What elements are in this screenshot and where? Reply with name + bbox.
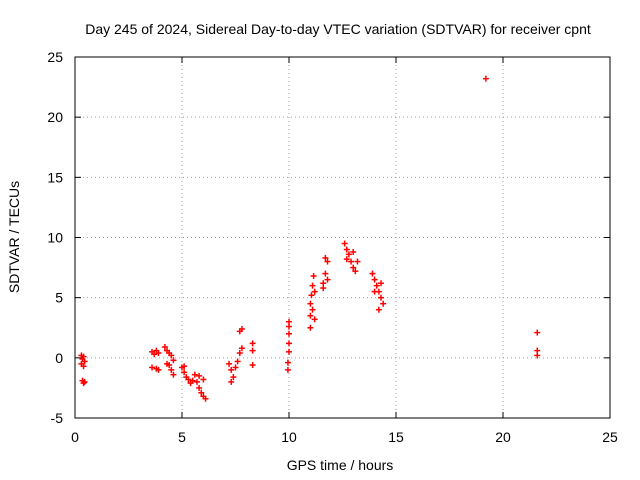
data-point	[226, 360, 233, 367]
data-point	[343, 256, 350, 263]
data-point	[286, 340, 292, 347]
data-point	[198, 389, 205, 396]
data-point	[228, 366, 235, 373]
data-point	[320, 285, 327, 292]
data-point	[348, 258, 355, 265]
data-point	[185, 376, 192, 383]
data-point	[322, 254, 329, 261]
data-point	[80, 363, 87, 370]
data-point	[238, 345, 245, 352]
data-point	[324, 258, 331, 265]
data-point	[375, 306, 382, 313]
x-tick-label: 0	[71, 429, 79, 445]
data-point	[164, 360, 171, 367]
data-point	[81, 358, 88, 365]
data-point	[200, 376, 207, 383]
data-point	[191, 371, 198, 378]
data-point	[155, 366, 162, 373]
data-point	[202, 395, 209, 402]
data-point	[228, 378, 235, 385]
data-point	[286, 323, 292, 330]
data-point	[284, 359, 291, 366]
data-point	[80, 380, 87, 387]
y-tick-label: 0	[55, 350, 63, 366]
data-point	[168, 352, 175, 359]
data-point	[286, 330, 292, 337]
data-point	[345, 251, 352, 258]
data-point	[151, 351, 158, 358]
data-point	[181, 363, 188, 370]
chart-title: Day 245 of 2024, Sidereal Day-to-day VTE…	[85, 21, 591, 37]
data-point	[155, 350, 162, 357]
data-point	[249, 362, 256, 369]
y-tick-label: 25	[47, 49, 63, 65]
data-point	[249, 340, 256, 347]
data-point	[236, 350, 243, 357]
y-tick-label: 10	[47, 230, 63, 246]
y-tick-label: 20	[47, 109, 63, 125]
x-tick-label: 15	[388, 429, 404, 445]
data-point	[249, 347, 256, 354]
data-point	[181, 369, 188, 376]
data-point	[80, 353, 87, 360]
data-point	[307, 312, 314, 319]
x-tick-label: 10	[281, 429, 297, 445]
data-point	[81, 378, 88, 385]
data-point	[378, 280, 385, 287]
x-tick-label: 25	[602, 429, 618, 445]
data-point	[371, 276, 378, 283]
data-point	[193, 378, 200, 385]
data-point	[234, 358, 241, 365]
data-point	[307, 300, 314, 307]
data-point	[309, 306, 316, 313]
y-tick-label: -5	[51, 410, 64, 426]
data-point	[230, 374, 237, 381]
data-point	[309, 282, 316, 289]
x-tick-label: 5	[178, 429, 186, 445]
data-point	[350, 264, 357, 271]
data-point	[534, 329, 541, 336]
data-point	[482, 75, 489, 82]
y-tick-label: 15	[47, 169, 63, 185]
data-point	[343, 246, 350, 253]
data-point	[286, 348, 292, 355]
data-point	[311, 288, 318, 295]
data-point	[196, 372, 203, 379]
data-point	[149, 364, 156, 371]
data-point	[189, 377, 196, 384]
data-points	[78, 75, 541, 402]
data-point	[168, 366, 175, 373]
data-point	[170, 357, 177, 364]
data-point	[378, 294, 385, 301]
data-point	[322, 270, 329, 277]
data-point	[311, 316, 318, 323]
data-point	[369, 270, 376, 277]
x-axis-label: GPS time / hours	[287, 457, 394, 473]
data-point	[170, 371, 177, 378]
data-point	[371, 288, 378, 295]
axis-ticks: 0 5 10 15 20 25 -5 0 5 10 15 20 25	[47, 49, 618, 445]
data-point	[534, 352, 541, 359]
data-point	[310, 273, 317, 280]
data-point	[284, 366, 291, 373]
data-point	[352, 268, 359, 275]
data-point	[373, 282, 380, 289]
data-point	[354, 258, 361, 265]
data-point	[341, 240, 348, 247]
y-axis-label: SDTVAR / TECUs	[6, 181, 22, 293]
data-point	[308, 292, 315, 299]
data-point	[161, 344, 168, 351]
data-point	[238, 325, 245, 332]
data-point	[380, 300, 387, 307]
data-point	[324, 276, 331, 283]
y-tick-label: 5	[55, 290, 63, 306]
data-point	[232, 364, 239, 371]
x-tick-label: 20	[495, 429, 511, 445]
data-point	[307, 324, 314, 331]
grid-lines	[75, 57, 610, 418]
data-point	[350, 248, 357, 255]
data-point	[196, 384, 203, 391]
